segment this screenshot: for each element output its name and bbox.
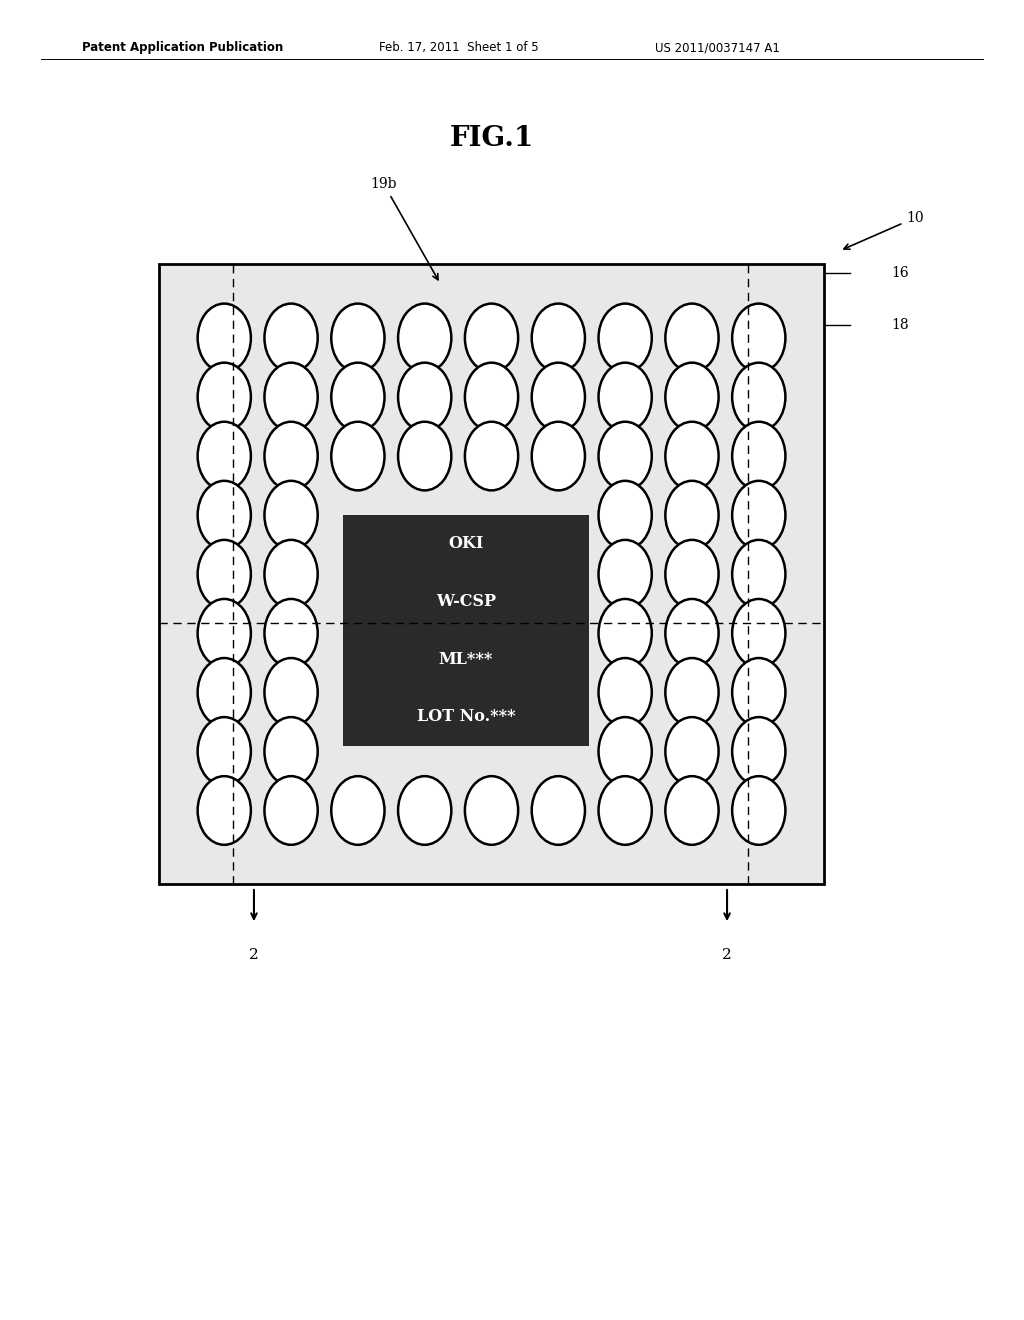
Circle shape: [398, 363, 452, 432]
Circle shape: [198, 657, 251, 726]
Circle shape: [732, 717, 785, 785]
Text: 2: 2: [722, 948, 732, 962]
Circle shape: [666, 599, 719, 668]
Circle shape: [598, 363, 652, 432]
Text: 19b: 19b: [371, 177, 438, 280]
Circle shape: [732, 657, 785, 726]
Circle shape: [598, 304, 652, 372]
Circle shape: [531, 304, 585, 372]
Circle shape: [264, 363, 317, 432]
Circle shape: [264, 657, 317, 726]
Circle shape: [465, 776, 518, 845]
Circle shape: [732, 480, 785, 549]
Text: Feb. 17, 2011  Sheet 1 of 5: Feb. 17, 2011 Sheet 1 of 5: [379, 41, 539, 54]
Circle shape: [264, 776, 317, 845]
Circle shape: [198, 717, 251, 785]
Text: LOT No.***: LOT No.***: [417, 709, 515, 726]
Circle shape: [332, 363, 385, 432]
Circle shape: [666, 421, 719, 491]
Circle shape: [398, 421, 452, 491]
Circle shape: [531, 776, 585, 845]
Circle shape: [732, 599, 785, 668]
Circle shape: [598, 657, 652, 726]
Circle shape: [732, 776, 785, 845]
Circle shape: [666, 776, 719, 845]
Circle shape: [531, 363, 585, 432]
Circle shape: [198, 363, 251, 432]
Circle shape: [198, 304, 251, 372]
Circle shape: [332, 776, 385, 845]
Text: W-CSP: W-CSP: [436, 593, 496, 610]
Circle shape: [666, 480, 719, 549]
Circle shape: [398, 304, 452, 372]
Circle shape: [531, 421, 585, 491]
Circle shape: [666, 304, 719, 372]
Circle shape: [264, 480, 317, 549]
Circle shape: [598, 480, 652, 549]
Circle shape: [732, 540, 785, 609]
Circle shape: [332, 421, 385, 491]
Circle shape: [598, 421, 652, 491]
Circle shape: [598, 717, 652, 785]
Text: FIG.1: FIG.1: [450, 125, 534, 152]
Circle shape: [264, 717, 317, 785]
Text: Patent Application Publication: Patent Application Publication: [82, 41, 284, 54]
Circle shape: [465, 421, 518, 491]
Circle shape: [598, 540, 652, 609]
Bar: [159, 264, 824, 884]
Circle shape: [666, 363, 719, 432]
Circle shape: [732, 421, 785, 491]
Text: US 2011/0037147 A1: US 2011/0037147 A1: [655, 41, 780, 54]
Circle shape: [198, 540, 251, 609]
Circle shape: [598, 776, 652, 845]
Circle shape: [732, 363, 785, 432]
Circle shape: [264, 540, 317, 609]
Circle shape: [666, 657, 719, 726]
Text: 18: 18: [891, 318, 908, 331]
Circle shape: [264, 421, 317, 491]
Circle shape: [264, 599, 317, 668]
Circle shape: [732, 304, 785, 372]
Text: OKI: OKI: [449, 535, 483, 552]
Circle shape: [332, 304, 385, 372]
Circle shape: [666, 717, 719, 785]
Text: 10: 10: [844, 211, 924, 249]
Text: 16: 16: [891, 267, 908, 280]
Circle shape: [398, 776, 452, 845]
Circle shape: [465, 363, 518, 432]
Circle shape: [264, 304, 317, 372]
Circle shape: [198, 421, 251, 491]
Circle shape: [198, 776, 251, 845]
Circle shape: [666, 540, 719, 609]
Circle shape: [198, 599, 251, 668]
Bar: [343, 515, 589, 746]
Text: 2: 2: [249, 948, 259, 962]
Text: ML***: ML***: [438, 651, 494, 668]
Circle shape: [465, 304, 518, 372]
Circle shape: [598, 599, 652, 668]
Circle shape: [198, 480, 251, 549]
